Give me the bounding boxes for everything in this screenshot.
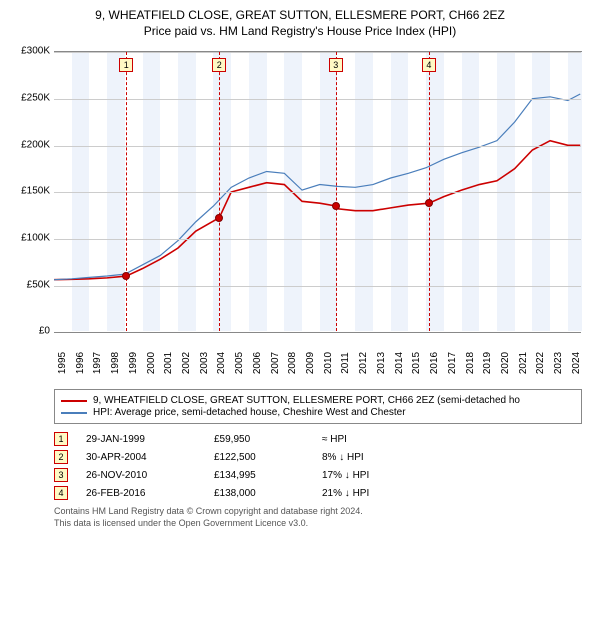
chart-title: 9, WHEATFIELD CLOSE, GREAT SUTTON, ELLES… [10, 8, 590, 39]
sale-marker-box: 1 [119, 58, 133, 72]
x-axis-label: 2006 [252, 352, 263, 374]
y-axis-label: £300K [10, 46, 50, 57]
x-axis-label: 2015 [411, 352, 422, 374]
x-axis-label: 1997 [92, 352, 103, 374]
legend-swatch-price [61, 400, 87, 402]
y-gridline [54, 332, 581, 333]
sales-row: 3 26-NOV-2010 £134,995 17% ↓ HPI [54, 466, 582, 484]
x-axis-label: 2022 [535, 352, 546, 374]
sale-marker-line [219, 52, 220, 331]
x-axis-label: 2004 [216, 352, 227, 374]
x-axis-label: 2012 [358, 352, 369, 374]
x-axis-label: 2003 [199, 352, 210, 374]
footer-line-1: Contains HM Land Registry data © Crown c… [54, 506, 590, 518]
x-axis-label: 2013 [376, 352, 387, 374]
plot-region: 1 2 3 4 [54, 51, 582, 331]
x-axis-label: 2010 [323, 352, 334, 374]
sales-row-diff: ≈ HPI [322, 434, 422, 445]
x-axis-label: 2019 [482, 352, 493, 374]
sale-point [215, 214, 223, 222]
y-gridline [54, 239, 581, 240]
y-gridline [54, 286, 581, 287]
x-axis-label: 2000 [146, 352, 157, 374]
sale-point [122, 272, 130, 280]
sales-row-price: £59,950 [214, 434, 304, 445]
x-axis-label: 2005 [234, 352, 245, 374]
sales-row-marker: 4 [54, 486, 68, 500]
sales-row: 4 26-FEB-2016 £138,000 21% ↓ HPI [54, 484, 582, 502]
sale-point [332, 202, 340, 210]
sale-marker-box: 3 [329, 58, 343, 72]
x-axis-label: 2017 [447, 352, 458, 374]
y-gridline [54, 99, 581, 100]
x-axis-label: 2018 [465, 352, 476, 374]
legend-row-hpi: HPI: Average price, semi-detached house,… [61, 407, 575, 418]
sale-point [425, 199, 433, 207]
sale-marker-box: 4 [422, 58, 436, 72]
sales-row-date: 30-APR-2004 [86, 452, 196, 463]
series-price_paid [54, 141, 580, 280]
sales-table: 1 29-JAN-1999 £59,950 ≈ HPI 2 30-APR-2004 £122… [54, 430, 582, 502]
sales-row: 2 30-APR-2004 £122,500 8% ↓ HPI [54, 448, 582, 466]
x-axis-label: 2007 [270, 352, 281, 374]
sale-marker-line [429, 52, 430, 331]
sales-row-price: £122,500 [214, 452, 304, 463]
y-axis-label: £150K [10, 186, 50, 197]
x-axis-label: 2008 [287, 352, 298, 374]
y-axis-label: £200K [10, 139, 50, 150]
x-axis-label: 2024 [571, 352, 582, 374]
sales-row-diff: 21% ↓ HPI [322, 488, 422, 499]
x-axis-label: 2009 [305, 352, 316, 374]
sales-row-diff: 17% ↓ HPI [322, 470, 422, 481]
x-axis-label: 2016 [429, 352, 440, 374]
legend: 9, WHEATFIELD CLOSE, GREAT SUTTON, ELLES… [54, 389, 582, 424]
sale-marker-line [126, 52, 127, 331]
legend-label-price: 9, WHEATFIELD CLOSE, GREAT SUTTON, ELLES… [93, 395, 520, 406]
x-axis-label: 1996 [75, 352, 86, 374]
sales-row-diff: 8% ↓ HPI [322, 452, 422, 463]
x-axis-label: 2002 [181, 352, 192, 374]
sale-marker-box: 2 [212, 58, 226, 72]
sales-row: 1 29-JAN-1999 £59,950 ≈ HPI [54, 430, 582, 448]
x-axis-label: 1998 [110, 352, 121, 374]
legend-swatch-hpi [61, 412, 87, 414]
legend-label-hpi: HPI: Average price, semi-detached house,… [93, 407, 406, 418]
y-gridline [54, 146, 581, 147]
x-axis-label: 2014 [394, 352, 405, 374]
title-line-1: 9, WHEATFIELD CLOSE, GREAT SUTTON, ELLES… [10, 8, 590, 24]
chart-area: 1 2 3 4 £0 £50K £100K £150K £200K £250K £300K 1995… [10, 43, 590, 383]
y-gridline [54, 192, 581, 193]
sale-marker-line [336, 52, 337, 331]
x-axis-label: 2023 [553, 352, 564, 374]
title-line-2: Price paid vs. HM Land Registry's House … [10, 24, 590, 40]
series-hpi [54, 94, 580, 280]
x-axis-label: 2001 [163, 352, 174, 374]
sales-row-date: 29-JAN-1999 [86, 434, 196, 445]
x-axis-label: 2020 [500, 352, 511, 374]
y-axis-label: £250K [10, 92, 50, 103]
sales-row-date: 26-FEB-2016 [86, 488, 196, 499]
footer: Contains HM Land Registry data © Crown c… [54, 506, 590, 529]
footer-line-2: This data is licensed under the Open Gov… [54, 518, 590, 530]
x-axis-label: 2011 [340, 352, 351, 374]
sales-row-price: £134,995 [214, 470, 304, 481]
sales-row-date: 26-NOV-2010 [86, 470, 196, 481]
sales-row-marker: 1 [54, 432, 68, 446]
sales-row-marker: 3 [54, 468, 68, 482]
sales-row-marker: 2 [54, 450, 68, 464]
legend-row-price: 9, WHEATFIELD CLOSE, GREAT SUTTON, ELLES… [61, 395, 575, 406]
y-axis-label: £0 [10, 326, 50, 337]
sales-row-price: £138,000 [214, 488, 304, 499]
y-gridline [54, 52, 581, 53]
x-axis-label: 1995 [57, 352, 68, 374]
x-axis-label: 2021 [518, 352, 529, 374]
x-axis-label: 1999 [128, 352, 139, 374]
y-axis-label: £50K [10, 279, 50, 290]
y-axis-label: £100K [10, 232, 50, 243]
